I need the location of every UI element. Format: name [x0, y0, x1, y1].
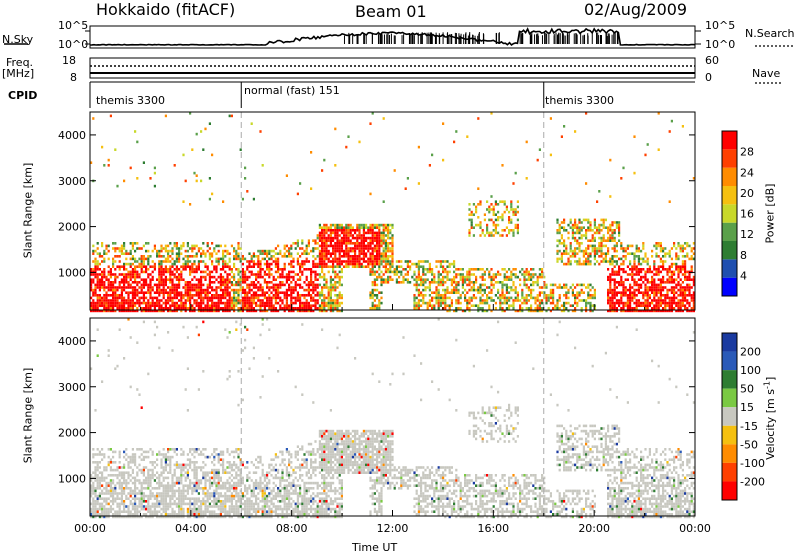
mhz-label: [MHz] [2, 67, 35, 80]
radar-title: Hokkaido (fitACF) [96, 0, 236, 19]
x-tick-label-4: 12:00 [377, 522, 409, 535]
x-tick-label-6: 20:00 [578, 522, 610, 535]
freq-tick-top: 18 [62, 54, 76, 67]
velocity-colorbar-tick-6: -50 [740, 438, 758, 451]
freq-strip-frame [89, 57, 696, 79]
velocity-ytick-label-2: 2000 [58, 427, 86, 440]
velocity-colorbar-swatch-4 [722, 388, 737, 408]
nsearch-tick-top: 10^5 [705, 19, 736, 32]
power-ytick-label-1: 1000 [58, 266, 86, 279]
x-axis-label: Time UT [352, 541, 398, 554]
noise-tick-bottom: 10^0 [58, 38, 89, 51]
velocity-colorbar-frame [721, 332, 738, 501]
velocity-ytick-label-1: 1000 [58, 472, 86, 485]
power-colorbar-frame [721, 130, 738, 297]
cpid-segment-1: themis 3300 [96, 94, 166, 107]
power-colorbar-swatch-6 [722, 186, 737, 205]
noise-strip-frame [89, 25, 696, 49]
power-colorbar-swatch-8 [722, 149, 737, 168]
x-tick-label-3: 08:00 [276, 522, 308, 535]
power-ytick-label-2: 2000 [58, 221, 86, 234]
velocity-colorbar-swatch-9 [722, 481, 737, 500]
cpid-segment-2: normal (fast) 151 [244, 84, 340, 97]
nsky-label: N.Sky [2, 33, 34, 46]
power-colorbar-tick-2: 8 [740, 249, 747, 262]
x-tick-label-5: 16:00 [477, 522, 509, 535]
noise-sky-line [89, 27, 696, 46]
power-colorbar-swatch-4 [722, 222, 737, 241]
velocity-frame [89, 317, 696, 517]
noise-tick-top: 10^5 [58, 19, 89, 32]
velocity-colorbar-swatch-6 [722, 425, 737, 445]
velocity-colorbar-swatch-8 [722, 462, 737, 482]
power-colorbar-tick-4: 16 [740, 208, 754, 221]
power-colorbar-tick-7: 28 [740, 146, 754, 159]
power-colorbar-tick-3: 12 [740, 228, 754, 241]
date-label: 02/Aug/2009 [584, 0, 688, 19]
power-colorbar-swatch-1 [722, 277, 737, 296]
nave-tick-top: 60 [705, 54, 719, 67]
velocity-ytick-label-3: 3000 [58, 381, 86, 394]
nsearch-label: N.Search [745, 27, 795, 40]
x-tick-label-7: 00:00 [679, 522, 711, 535]
beam-label: Beam 01 [355, 2, 427, 21]
velocity-colorbar-tick-3: 50 [740, 383, 754, 396]
freq-tick-bottom: 8 [70, 71, 77, 84]
x-tick-label-2: 04:00 [175, 522, 207, 535]
velocity-colorbar-tick-2: 100 [740, 364, 761, 377]
velocity-colorbar-swatch-3 [722, 370, 737, 389]
power-ytick-label-4: 4000 [58, 129, 86, 142]
velocity-colorbar-tick-8: -200 [740, 475, 765, 488]
cpid-segment-3: themis 3300 [545, 94, 615, 107]
velocity-ytick-label-4: 4000 [58, 335, 86, 348]
power-colorbar-swatch-7 [722, 167, 737, 186]
nave-tick-bottom: 0 [705, 71, 712, 84]
velocity-colorbar-swatch-5 [722, 407, 737, 426]
nave-label: Nave [752, 67, 781, 80]
freq-label: Freq. [6, 56, 34, 69]
velocity-colorbar-tick-4: 15 [740, 401, 754, 414]
velocity-echoes [90, 318, 695, 519]
power-colorbar-swatch-9 [722, 131, 737, 150]
cpid-label: CPID [8, 89, 38, 102]
nsearch-tick-bottom: 10^0 [705, 38, 736, 51]
x-tick-label-1: 00:00 [74, 522, 106, 535]
power-colorbar-swatch-2 [722, 259, 737, 278]
power-echoes [90, 112, 695, 313]
power-colorbar-swatch-5 [722, 204, 737, 223]
velocity-colorbar-tick-1: 200 [740, 346, 761, 359]
power-ytick-label-3: 3000 [58, 175, 86, 188]
power-colorbar-tick-5: 20 [740, 187, 754, 200]
velocity-colorbar-swatch-7 [722, 444, 737, 463]
power-colorbar-swatch-3 [722, 241, 737, 260]
power-colorbar-tick-1: 4 [740, 269, 747, 282]
velocity-colorbar-tick-5: -15 [740, 420, 758, 433]
velocity-colorbar-swatch-1 [722, 333, 737, 352]
velocity-colorbar-tick-7: -100 [740, 457, 765, 470]
velocity-colorbar-swatch-2 [722, 351, 737, 371]
power-colorbar-tick-6: 24 [740, 166, 754, 179]
